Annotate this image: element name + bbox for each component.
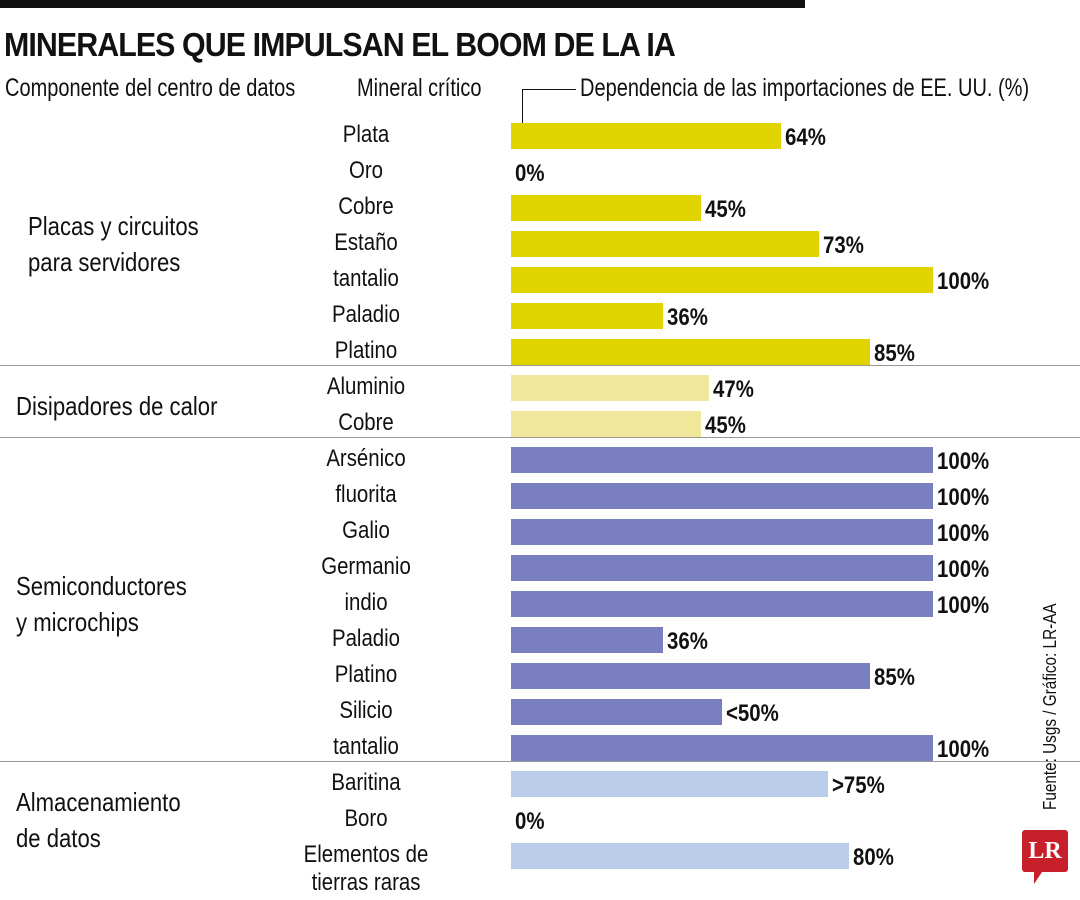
group-label-line: Placas y circuitos	[28, 211, 199, 241]
bar	[511, 771, 828, 797]
bar	[511, 519, 933, 545]
group-separator	[0, 437, 1080, 438]
value-label: 100%	[937, 736, 990, 763]
value-label: 47%	[713, 376, 755, 403]
bar	[511, 483, 933, 509]
value-label: >75%	[831, 772, 885, 799]
group-label: Placas y circuitos para servidores	[28, 208, 199, 280]
leader-line-vertical	[522, 89, 523, 129]
header-component: Componente del centro de datos	[5, 74, 296, 102]
bar	[511, 231, 820, 257]
value-label: 64%	[785, 124, 826, 151]
value-label: 100%	[937, 520, 990, 547]
value-label: 100%	[937, 268, 990, 295]
value-label: 36%	[666, 304, 708, 331]
group-label-line: Semiconductores	[16, 571, 187, 601]
mineral-label: fluorita	[335, 481, 397, 508]
value-label: 100%	[937, 484, 990, 511]
lr-logo: LR	[1022, 830, 1068, 884]
value-label: 100%	[937, 448, 990, 475]
mineral-label: Platino	[334, 337, 398, 364]
bar	[511, 627, 663, 653]
bar	[511, 375, 710, 401]
source-note: Fuente: Usgs / Gráfico: LR-AA	[1040, 603, 1060, 810]
bar	[511, 699, 722, 725]
mineral-label: indio	[344, 589, 388, 616]
group-separator	[0, 761, 1080, 762]
group-label: Semiconductores y microchips	[16, 568, 187, 640]
value-label: 45%	[704, 412, 746, 439]
value-label: 100%	[937, 592, 990, 619]
mineral-label: Boro	[344, 805, 388, 832]
mineral-label: Baritina	[331, 769, 401, 796]
bar	[511, 447, 933, 473]
value-label: 85%	[873, 340, 915, 367]
value-label: 0%	[515, 160, 545, 187]
group-label-line: y microchips	[16, 607, 139, 637]
header-dependence: Dependencia de las importaciones de EE. …	[580, 74, 1030, 102]
mineral-label: Oro	[348, 157, 383, 184]
group-label: Disipadores de calor	[16, 388, 217, 424]
mineral-label: Cobre	[338, 193, 394, 220]
top-rule	[0, 0, 805, 8]
group-separator	[0, 365, 1080, 366]
bar	[511, 339, 870, 365]
mineral-label: Elementos de tierras raras	[303, 841, 429, 896]
bar	[511, 843, 849, 869]
value-label: 100%	[937, 556, 990, 583]
bar	[511, 267, 933, 293]
bar	[511, 663, 870, 689]
mineral-label: Platino	[334, 661, 398, 688]
bar	[511, 591, 933, 617]
mineral-label: Paladio	[331, 625, 401, 652]
value-label: <50%	[726, 700, 779, 727]
value-label: 36%	[666, 628, 708, 655]
mineral-label: tantalio	[333, 733, 399, 760]
group-label: Almacenamiento de datos	[16, 784, 181, 856]
bar	[511, 303, 663, 329]
mineral-label: tantalio	[333, 265, 399, 292]
mineral-label: Estaño	[334, 229, 398, 256]
chart-title: MINERALES QUE IMPULSAN EL BOOM DE LA IA	[4, 26, 676, 63]
bar	[511, 555, 933, 581]
bar	[511, 735, 933, 761]
mineral-label: Arsénico	[326, 445, 406, 472]
value-label: 80%	[852, 844, 894, 871]
group-label-line: para servidores	[28, 247, 181, 277]
group-label-line: de datos	[16, 823, 101, 853]
mineral-label: Galio	[342, 517, 390, 544]
group-label-line: Disipadores de calor	[16, 391, 218, 421]
value-label: 45%	[704, 196, 746, 223]
mineral-label: Aluminio	[326, 373, 406, 400]
mineral-label: Germanio	[321, 553, 411, 580]
header-mineral: Mineral crítico	[357, 74, 482, 102]
value-label: 73%	[823, 232, 864, 259]
group-label-line: Almacenamiento	[16, 787, 181, 817]
mineral-label: Cobre	[338, 409, 394, 436]
value-label: 85%	[873, 664, 915, 691]
bar	[511, 195, 701, 221]
mineral-label: Paladio	[331, 301, 401, 328]
bar	[511, 411, 701, 437]
bar	[511, 123, 782, 149]
value-label: 0%	[515, 808, 545, 835]
mineral-label: Plata	[342, 121, 390, 148]
leader-line	[522, 89, 576, 90]
mineral-label: Silicio	[339, 697, 393, 724]
